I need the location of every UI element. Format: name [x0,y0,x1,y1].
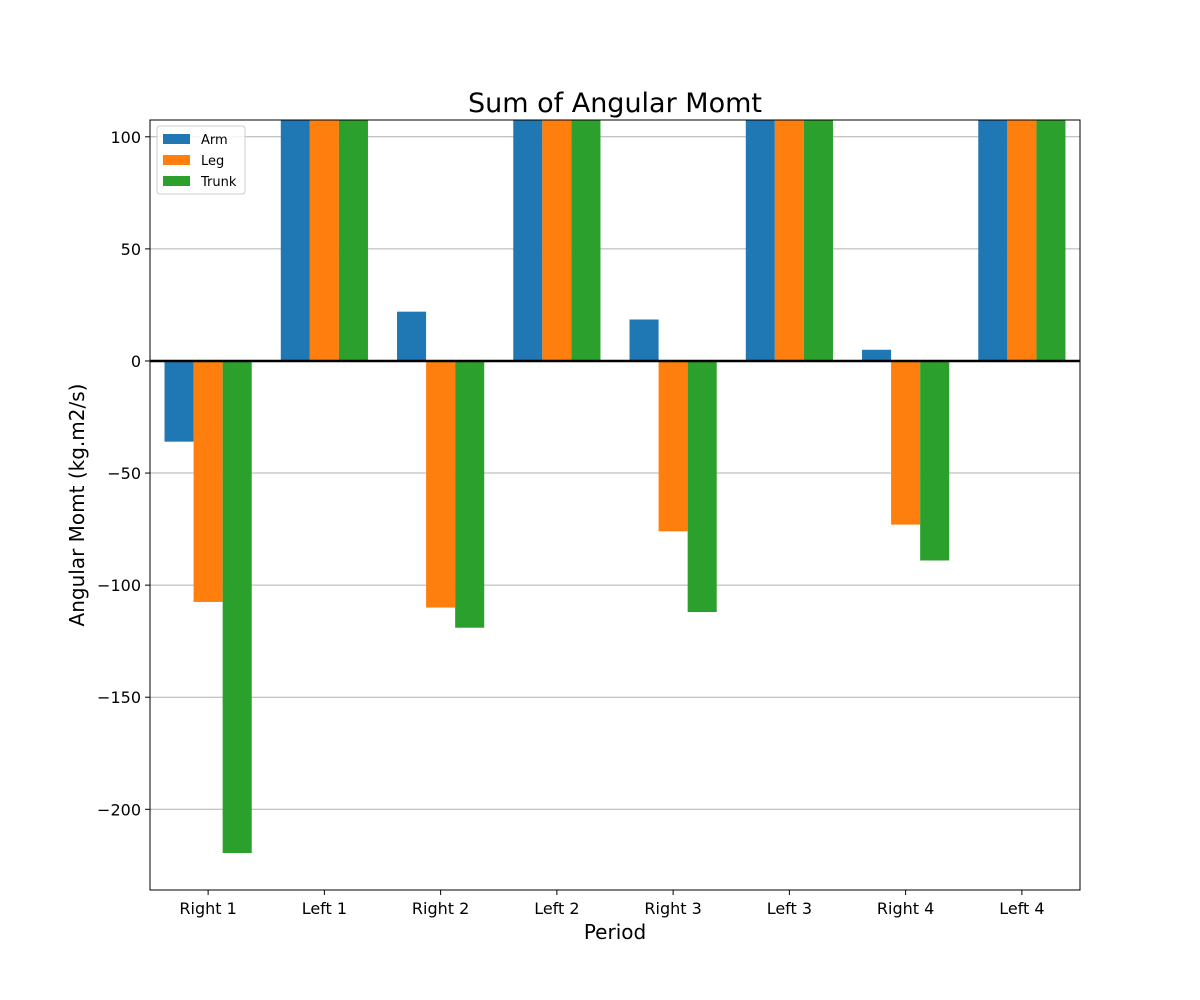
bar-leg-right-1 [193,360,223,602]
bar-leg-left-4 [1007,120,1037,361]
bar-trunk-right-3 [687,360,717,613]
bars [164,120,1066,854]
x-tick-label: Right 3 [644,899,701,918]
bar-leg-left-3 [774,120,804,361]
bar-arm-right-2 [397,311,427,361]
bar-arm-right-3 [629,319,659,361]
bar-arm-left-3 [745,120,775,361]
y-tick-label: −150 [97,688,141,707]
bar-leg-right-3 [658,360,688,532]
x-axis-ticks: Right 1 Left 1 Right 2 Left 2 Right 3 Left 3 R… [179,890,1045,918]
bar-trunk-left-4 [1036,120,1066,361]
bar-trunk-left-3 [803,120,833,361]
bar-trunk-left-1 [338,120,368,361]
x-tick-label: Left 4 [999,899,1044,918]
y-tick-label: −100 [97,576,141,595]
plot-frame [149,119,1081,891]
chart-title: Sum of Angular Momt [468,88,762,119]
bar-trunk-right-1 [222,360,252,854]
bar-arm-right-1 [164,360,194,442]
bar-arm-left-4 [978,120,1008,361]
legend-swatch-arm [163,134,190,144]
y-axis-title: Angular Momt (kg.m2/s) [65,384,89,627]
bar-trunk-right-4 [920,360,950,561]
bar-leg-right-4 [891,360,921,525]
bar-trunk-right-2 [455,360,485,628]
legend-label-leg: Leg [201,154,224,169]
x-axis-title: Period [584,920,646,944]
bar-arm-left-2 [513,120,543,361]
legend-label-arm: Arm [201,133,228,148]
y-tick-label: −200 [97,800,141,819]
y-axis-ticks: 100 50 0 −50 −100 −150 −200 [97,128,150,819]
legend: Arm Leg Trunk [156,125,246,195]
legend-label-trunk: Trunk [200,175,237,190]
bar-arm-left-1 [280,120,310,361]
legend-swatch-leg [163,155,190,165]
x-tick-label: Right 1 [179,899,236,918]
bar-leg-right-2 [426,360,456,608]
x-tick-label: Right 2 [412,899,469,918]
y-tick-label: 100 [110,128,141,147]
bar-arm-right-4 [862,349,892,361]
bar-trunk-left-2 [571,120,601,361]
x-tick-label: Left 1 [302,899,347,918]
x-tick-label: Right 4 [877,899,934,918]
x-tick-label: Left 3 [767,899,812,918]
y-tick-label: 50 [121,240,141,259]
y-tick-label: 0 [131,352,141,371]
bar-leg-left-1 [309,120,339,361]
x-tick-label: Left 2 [534,899,579,918]
bar-leg-left-2 [542,120,572,361]
legend-swatch-trunk [163,176,190,186]
y-tick-label: −50 [107,464,141,483]
